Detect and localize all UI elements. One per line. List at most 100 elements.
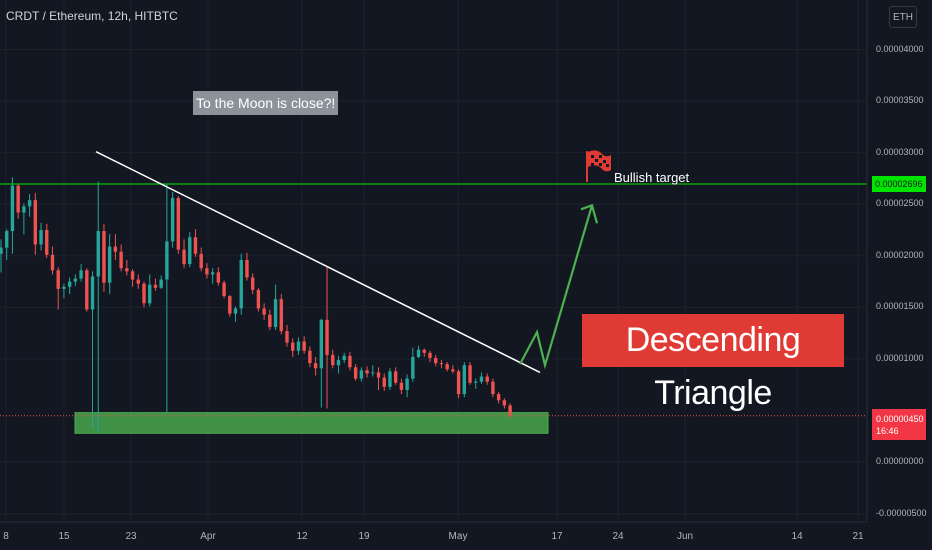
candle-body xyxy=(222,282,226,297)
candle-body xyxy=(336,360,341,366)
price-tick-label: 0.00001000 xyxy=(876,353,924,363)
candle-body xyxy=(153,284,158,288)
candle-body xyxy=(16,185,20,213)
candle-body xyxy=(342,355,346,361)
moon-note: To the Moon is close?! xyxy=(193,91,339,115)
time-tick-label: 23 xyxy=(125,531,137,542)
time-tick-label: Jun xyxy=(676,531,694,542)
candle-body xyxy=(331,354,335,366)
candle-body xyxy=(205,268,209,275)
candle-body xyxy=(268,314,272,328)
candle-body xyxy=(96,231,100,277)
candle-body xyxy=(136,279,140,284)
candle-body xyxy=(142,283,146,304)
candle-body xyxy=(5,231,9,248)
price-tick-label: 0.00000000 xyxy=(876,456,924,467)
candle-body xyxy=(313,363,318,369)
candle-body xyxy=(496,394,501,401)
flag-check xyxy=(599,163,602,166)
candle-body xyxy=(90,276,95,310)
candle-body xyxy=(119,251,123,269)
candle-body xyxy=(439,363,444,365)
support-zone xyxy=(74,412,549,434)
candle-body xyxy=(308,350,312,364)
price-tick-label: 0.00003000 xyxy=(876,146,924,157)
candle-body xyxy=(422,349,426,353)
candle-body xyxy=(428,352,432,358)
candle-body xyxy=(359,370,364,379)
projection-arrow xyxy=(519,204,594,370)
flag-check xyxy=(595,159,598,162)
descending-trendline xyxy=(95,150,541,374)
candle-body xyxy=(479,376,484,382)
candle-body xyxy=(319,319,324,369)
target-label: Bullish target xyxy=(614,170,690,185)
time-tick-label: Apr xyxy=(200,531,216,542)
candle-body xyxy=(165,241,169,280)
candle-body xyxy=(188,237,192,265)
candle-body xyxy=(79,270,83,279)
time-tick-label: 15 xyxy=(58,531,70,542)
candle-body xyxy=(182,249,186,265)
candle-body xyxy=(250,277,255,290)
candle-body xyxy=(148,284,152,304)
candle-body xyxy=(451,369,455,372)
candle-body xyxy=(382,377,386,387)
candle-body xyxy=(462,365,467,395)
candle-body xyxy=(411,356,415,379)
time-tick-label: 17 xyxy=(551,531,563,542)
candle-body xyxy=(33,200,38,245)
candle-body xyxy=(22,206,26,213)
candle-body xyxy=(56,270,60,289)
pattern-label: Descending Triangle xyxy=(582,314,844,412)
candle-body xyxy=(399,382,404,390)
candle-body xyxy=(434,357,438,364)
candle-body xyxy=(50,254,55,271)
candle-body xyxy=(245,259,249,278)
candle-body xyxy=(485,376,489,382)
flag-cloth xyxy=(588,150,611,172)
currency-button[interactable]: ETH xyxy=(889,6,917,28)
candle-body xyxy=(468,365,472,383)
candle-body xyxy=(193,237,198,254)
price-tick-label: 0.00003500 xyxy=(876,95,924,106)
chart-grid xyxy=(0,0,867,522)
candle-body xyxy=(159,279,163,288)
target-price-tag: 0.00002696 xyxy=(872,176,926,192)
flag-check xyxy=(603,160,606,163)
time-tick-label: 14 xyxy=(791,531,803,542)
candle-body xyxy=(371,372,375,374)
candle-body xyxy=(456,371,461,395)
candle-body xyxy=(325,319,329,355)
candle-body xyxy=(291,342,295,351)
candle-body xyxy=(107,246,112,283)
candle-body xyxy=(376,372,381,378)
price-tick-label: 0.00002500 xyxy=(876,198,924,209)
time-tick-label: May xyxy=(448,531,468,542)
current-price-value: 0.00000450 xyxy=(876,414,924,424)
candle-body xyxy=(85,270,89,310)
symbol-title[interactable]: CRDT / Ethereum, 12h, HITBTC xyxy=(6,9,178,23)
flag-check xyxy=(591,163,594,166)
candle-body xyxy=(73,278,78,282)
candle-body xyxy=(216,272,221,283)
time-tick-label: 8 xyxy=(3,531,9,542)
current-price-tag: 0.00000450 16:46 xyxy=(872,409,926,440)
price-tick-label: 0.00002000 xyxy=(876,249,924,260)
projection-arrowhead xyxy=(580,203,599,224)
candle-body xyxy=(416,349,421,357)
candle-body xyxy=(39,230,43,245)
countdown-timer: 16:46 xyxy=(876,426,899,436)
candle-body xyxy=(199,253,203,269)
candle-body xyxy=(393,371,398,383)
candle-body xyxy=(102,231,106,283)
candle-body xyxy=(365,370,369,374)
candle-body xyxy=(348,355,352,368)
candle-body xyxy=(130,271,135,280)
time-tick-label: 21 xyxy=(852,531,864,542)
candle-body xyxy=(210,272,215,275)
flag-check xyxy=(606,164,609,167)
flag-check xyxy=(599,155,602,158)
candle-body xyxy=(228,296,232,314)
